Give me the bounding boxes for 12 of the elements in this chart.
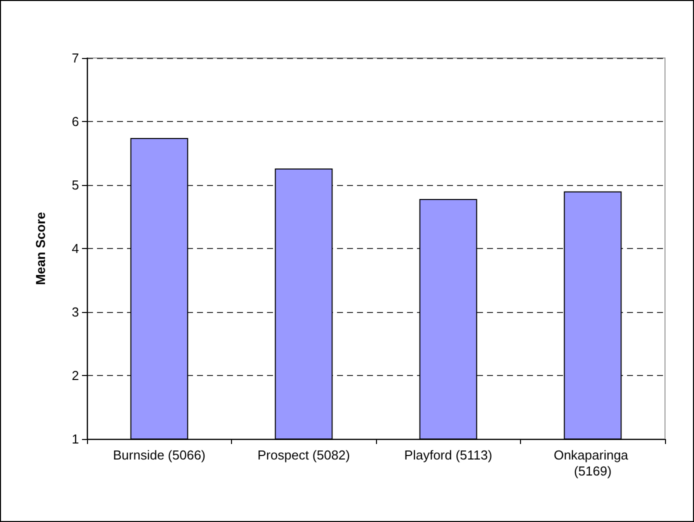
y-tick-label: 5 xyxy=(72,178,79,192)
y-tick-label: 6 xyxy=(72,114,79,129)
y-tick-label: 3 xyxy=(72,304,79,320)
x-tick-label: Onkaparinga (5169) xyxy=(554,448,632,478)
y-tick-label: 4 xyxy=(72,241,79,256)
y-tick-label: 1 xyxy=(72,432,79,446)
x-tick-label: Prospect (5082) xyxy=(258,448,350,462)
y-tick-label: 7 xyxy=(72,50,79,66)
y-axis-title: Mean Score xyxy=(33,212,48,285)
x-tick-label: Playford (5113) xyxy=(404,448,492,462)
y-tick-label: 2 xyxy=(72,368,79,383)
x-tick-label: Burnside (5066) xyxy=(113,448,206,462)
